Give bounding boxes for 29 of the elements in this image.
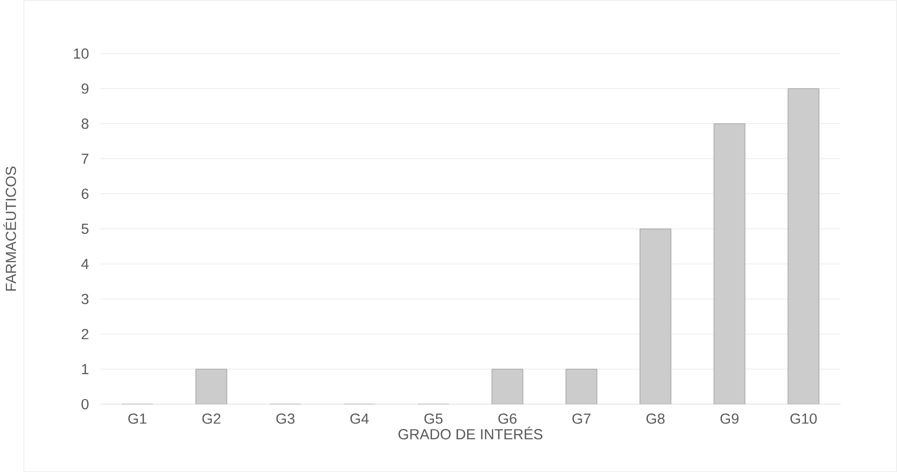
x-axis-title: GRADO DE INTERÉS bbox=[398, 426, 542, 440]
bar bbox=[640, 228, 672, 404]
y-tick-label: 6 bbox=[82, 188, 88, 199]
y-tick-label: 1 bbox=[82, 364, 88, 374]
bar bbox=[566, 368, 598, 404]
y-tick-label: 10 bbox=[74, 48, 89, 59]
bar bbox=[788, 88, 820, 404]
bar bbox=[492, 368, 524, 404]
x-tick-label: G10 bbox=[790, 413, 817, 424]
bar bbox=[196, 368, 228, 404]
y-tick-label: 9 bbox=[82, 83, 88, 94]
x-tick-label: G1 bbox=[128, 413, 146, 424]
y-tick-label: 0 bbox=[82, 398, 89, 410]
x-tick-label: G6 bbox=[498, 413, 517, 424]
bar bbox=[714, 123, 746, 404]
x-tick-label: G7 bbox=[572, 413, 590, 424]
x-tick-label: G2 bbox=[202, 413, 220, 424]
y-tick-label: 3 bbox=[82, 294, 88, 304]
y-tick-label: 5 bbox=[82, 224, 88, 234]
x-tick-label: G8 bbox=[646, 413, 665, 424]
y-tick-label: 2 bbox=[82, 328, 88, 339]
x-tick-label: G3 bbox=[276, 413, 294, 424]
y-tick-label: 7 bbox=[82, 154, 88, 164]
y-tick-label: 4 bbox=[81, 258, 89, 269]
x-tick-label: G9 bbox=[720, 413, 739, 424]
y-axis-title: FARMACÉUTICOS bbox=[3, 166, 16, 290]
x-tick-label: G4 bbox=[350, 413, 369, 424]
y-tick-label: 8 bbox=[82, 118, 88, 129]
x-tick-label: G5 bbox=[424, 413, 443, 424]
